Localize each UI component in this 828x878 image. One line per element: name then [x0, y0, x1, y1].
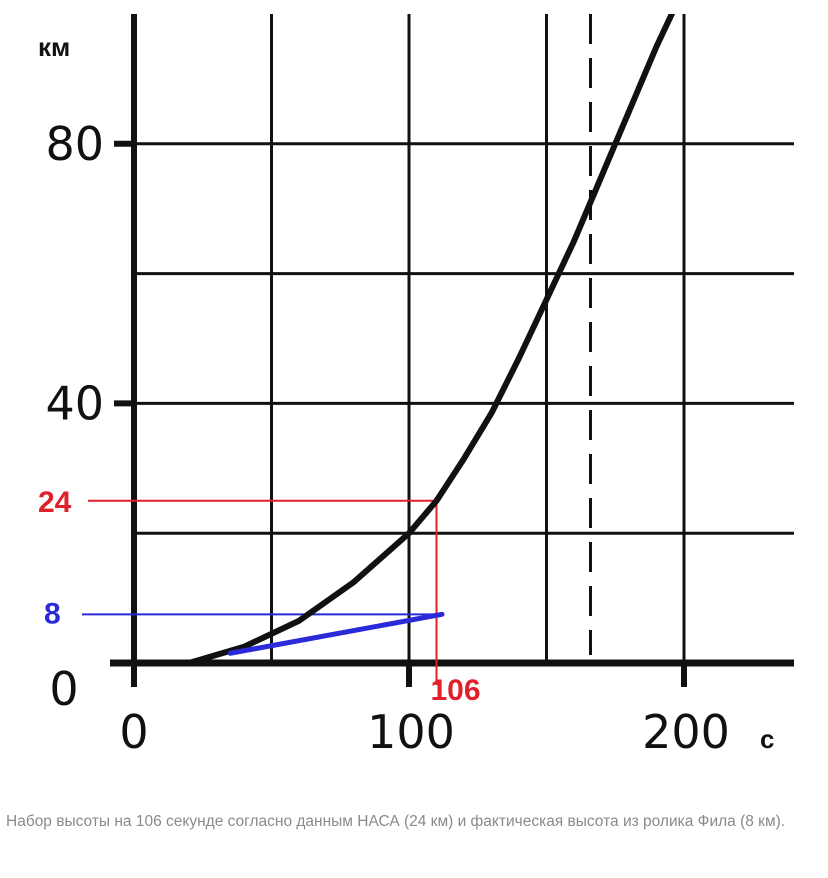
blue-altitude-segment [227, 611, 445, 656]
series [186, 14, 676, 666]
y-unit-label: км [38, 32, 70, 62]
red-x-annotation-label: 106 [431, 674, 481, 707]
x-unit-label: c [760, 724, 774, 754]
figure-caption: Набор высоты на 106 секунде согласно дан… [6, 813, 786, 830]
altitude-chart: 0 40 80 0 100 200 км c 24 106 8 [38, 14, 794, 759]
x-tick-label-0: 0 [119, 705, 148, 759]
y-tick-label-80: 80 [45, 117, 104, 171]
labels: 0 40 80 0 100 200 км c 24 106 8 [38, 32, 774, 759]
axes [110, 14, 794, 687]
annotations [82, 499, 442, 685]
x-tick-label-200: 200 [642, 705, 730, 759]
x-tick-label-100: 100 [367, 705, 455, 759]
red-y-annotation-label: 24 [38, 486, 72, 519]
blue-y-annotation-label: 8 [44, 597, 61, 630]
y-tick-label-0: 0 [49, 662, 78, 716]
altitude-curve [186, 14, 676, 666]
grid-lines [134, 14, 794, 663]
y-tick-label-40: 40 [45, 376, 104, 430]
